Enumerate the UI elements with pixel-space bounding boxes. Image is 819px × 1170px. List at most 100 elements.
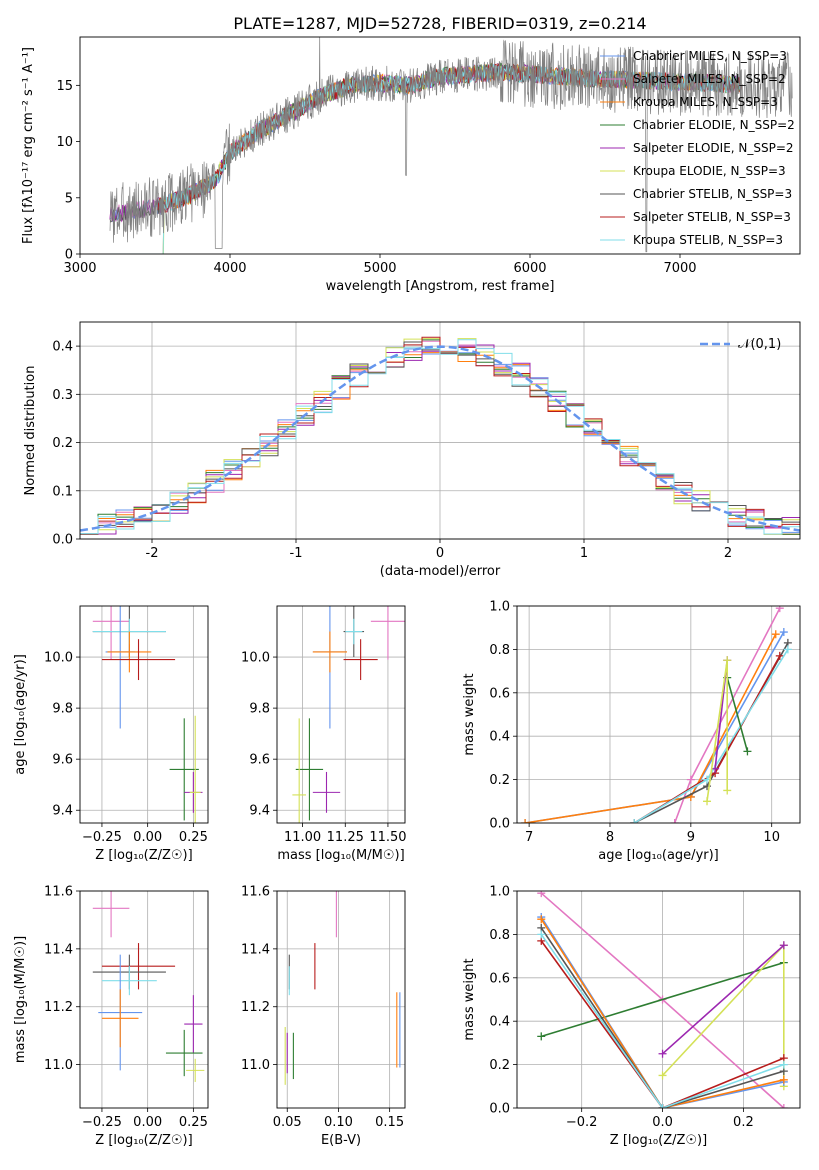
y-tick-label: 9.6 (52, 753, 73, 768)
plot-area-weight_vs_Z (537, 891, 788, 1108)
weight-line (524, 631, 785, 823)
x-tick-label: 11.50 (369, 830, 406, 845)
x-tick-label: −0.2 (566, 1115, 598, 1130)
x-tick-label: 7 (525, 830, 533, 845)
errorbar-point (345, 618, 363, 645)
legend-entry: Salpeter MILES, N_SSP=2 (633, 72, 786, 86)
errorbar-point (370, 606, 405, 660)
weight-marker (658, 1049, 667, 1058)
x-tick-label: 0.25 (179, 1115, 208, 1130)
axes-frame (79, 890, 209, 1109)
panel-weight_vs_age: 7 8 9 10 0.0 0.2 0.4 0.6 0.8 1.0 age [log₁₀(age/yr… (462, 600, 801, 863)
plot-area-residual_hist (80, 336, 800, 539)
y-tick-label: 10 (56, 135, 73, 150)
weight-marker (771, 630, 780, 639)
model-spectrum-line (110, 62, 742, 254)
weight-marker (779, 1075, 788, 1084)
x-tick-label: 5000 (363, 261, 396, 276)
x-axis-label: Z [log₁₀(Z/Z☉)] (95, 1133, 192, 1148)
x-tick-label: 11.25 (327, 830, 364, 845)
errorbar-point (101, 943, 176, 990)
x-tick-label: 0 (436, 546, 444, 561)
x-axis-label: wavelength [Angstrom, rest frame] (326, 279, 555, 294)
weight-line (540, 940, 785, 1108)
axes-frame (79, 321, 801, 540)
weight-marker (537, 891, 546, 898)
y-axis-label: mass weight (462, 673, 477, 755)
x-tick-label: 1 (580, 546, 588, 561)
plot-area-age_vs_mass (292, 606, 405, 823)
plot-area-mass_vs_Z (92, 891, 205, 1082)
panel-weight_vs_Z: −0.2 0.0 0.2 0.0 0.2 0.4 0.6 0.8 1.0 Z [log₁₀(Z/Z… (462, 885, 801, 1148)
weight-marker (775, 651, 784, 660)
y-tick-label: 0.6 (489, 686, 510, 701)
errorbar-point (92, 891, 130, 938)
errorbar-point (343, 639, 378, 681)
y-tick-label: 11.2 (241, 1000, 270, 1015)
weight-line (540, 918, 784, 1108)
x-tick-label: 2 (724, 546, 732, 561)
x-tick-label: 8 (606, 830, 614, 845)
weight-marker (686, 775, 695, 784)
weight-line (541, 961, 785, 1038)
weight-line (706, 660, 728, 802)
y-tick-label: 11.0 (241, 1058, 270, 1073)
y-tick-label: 9.8 (52, 702, 73, 717)
weight-marker (779, 941, 788, 950)
y-tick-label: 11.4 (44, 942, 73, 957)
y-tick-label: 0.2 (52, 436, 73, 451)
x-tick-label: 7000 (663, 261, 696, 276)
legend-entry: 𝒩(0,1) (738, 337, 781, 352)
panel-age_vs_Z: −0.25 0.00 0.25 9.4 9.6 9.8 10.0 Z [log₁₀(Z/Z☉)… (13, 605, 209, 863)
x-tick-label: -2 (146, 546, 159, 561)
y-tick-label: 0.4 (52, 340, 73, 355)
gaussian-curve (80, 345, 800, 532)
histogram-step-line (80, 339, 800, 539)
plot-area-spectrum (109, 37, 793, 254)
x-tick-label: 0.0 (652, 1115, 673, 1130)
errorbar-point (101, 966, 157, 996)
x-tick-label: 9 (687, 830, 695, 845)
legend-entry: Salpeter ELODIE, N_SSP=2 (633, 141, 794, 155)
weight-marker (779, 1060, 788, 1069)
y-axis-label: mass [log₁₀(M/M☉)] (13, 936, 28, 1063)
legend-entry: Salpeter STELIB, N_SSP=3 (633, 210, 791, 224)
y-axis-label: mass weight (462, 958, 477, 1040)
errorbar-point (312, 631, 347, 673)
weight-marker (670, 819, 679, 823)
x-tick-label: 0.05 (273, 1115, 302, 1130)
weight-marker (658, 1104, 667, 1108)
panel-spectrum: 3000 4000 5000 6000 7000 0 5 10 15 wavelength [An… (21, 36, 801, 294)
weight-line (540, 927, 785, 1108)
y-tick-label: 9.8 (249, 702, 270, 717)
errorbar-point (292, 718, 307, 823)
errorbar-point (92, 606, 130, 660)
axes-frame (276, 890, 406, 1109)
x-tick-label: 0.2 (733, 1115, 754, 1130)
weight-marker (703, 797, 712, 806)
weight-line (726, 677, 749, 752)
y-tick-label: 0.8 (489, 643, 510, 658)
y-tick-label: 10.0 (44, 651, 73, 666)
errorbar-point (107, 631, 152, 673)
y-tick-label: 0.6 (489, 971, 510, 986)
errorbar-point (295, 718, 324, 821)
errorbar-point (186, 1058, 205, 1082)
x-axis-label: mass [log₁₀(M/M☉)] (277, 848, 404, 863)
y-tick-label: 0.4 (489, 730, 510, 745)
y-tick-label: 11.0 (44, 1058, 73, 1073)
weight-line (540, 933, 785, 1108)
y-tick-label: 1.0 (489, 600, 510, 615)
y-tick-label: 0.2 (489, 1058, 510, 1073)
figure-title: PLATE=1287, MJD=52728, FIBERID=0319, z=0… (233, 14, 646, 33)
panel-mass_vs_ebv: 0.05 0.10 0.15 11.0 11.2 11.4 11.6 E(B-V) (241, 885, 406, 1148)
weight-marker (775, 606, 784, 613)
weight-marker (658, 1071, 667, 1080)
y-tick-label: 9.4 (249, 804, 270, 819)
weight-marker (537, 1032, 546, 1041)
weight-marker (723, 786, 732, 795)
x-tick-label: 0.00 (133, 830, 162, 845)
y-tick-label: 11.6 (44, 885, 73, 900)
y-tick-label: 0.0 (489, 1102, 510, 1117)
